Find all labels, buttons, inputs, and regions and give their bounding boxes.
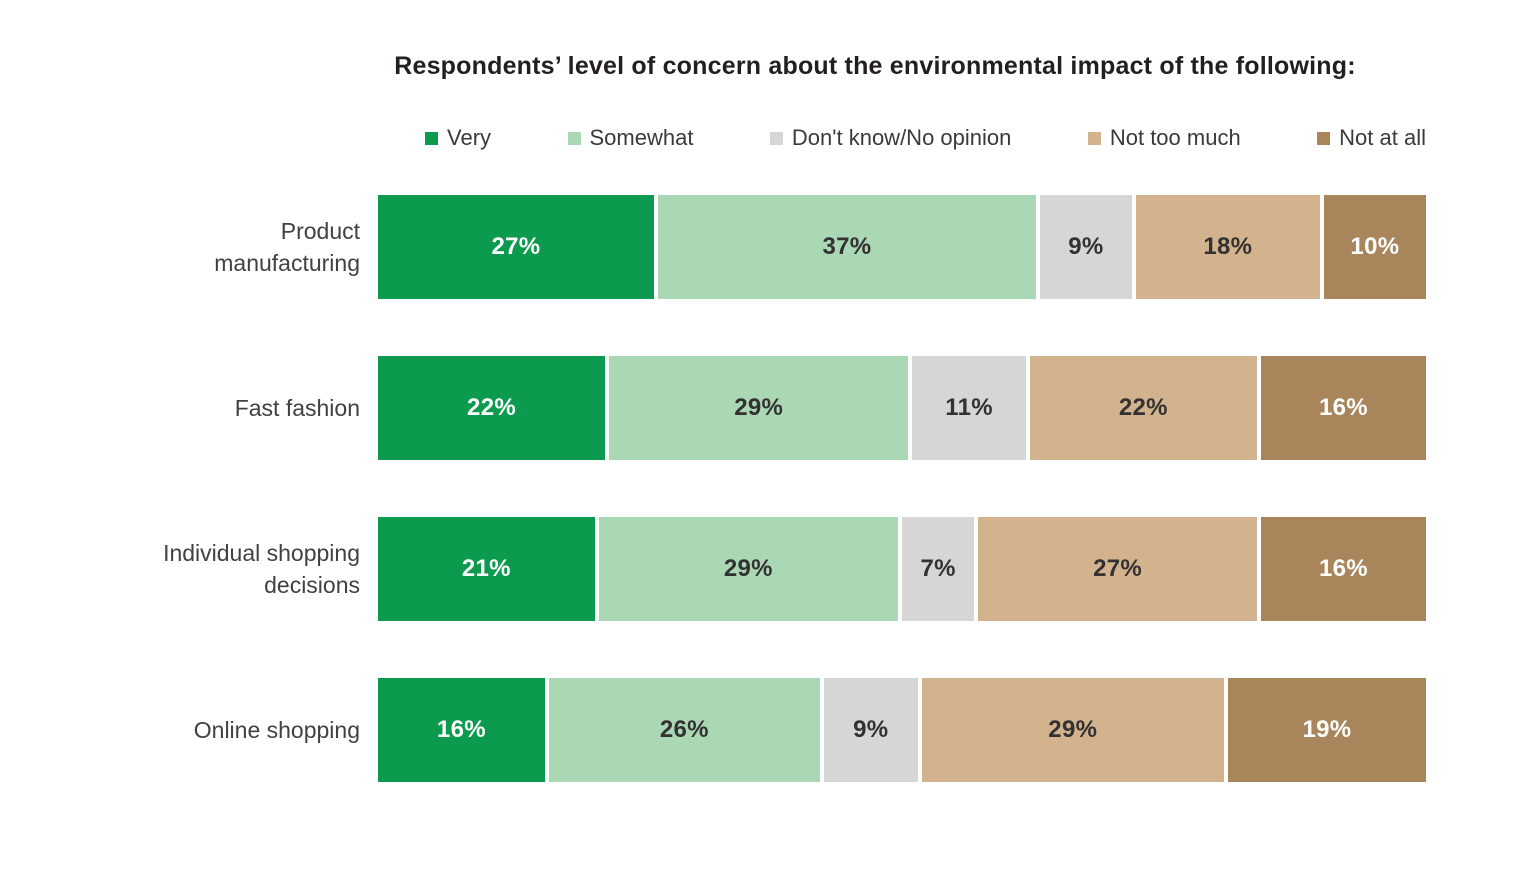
bar-segment: 11% xyxy=(912,356,1026,460)
bar-segment-value: 11% xyxy=(945,394,993,421)
bar-segment: 29% xyxy=(609,356,909,460)
legend-item: Somewhat xyxy=(567,125,694,151)
bar-segment-value: 16% xyxy=(1318,394,1368,421)
stacked-bar: 21% 29% 7% 27% 16% xyxy=(378,517,1426,621)
legend-swatch-icon xyxy=(1087,131,1101,145)
bar-segment: 7% xyxy=(902,517,975,621)
row-label: Product manufacturing xyxy=(214,217,360,276)
bar-segment-value: 27% xyxy=(1093,555,1143,582)
legend-item-label: Somewhat xyxy=(589,125,694,150)
bar-segment: 9% xyxy=(823,678,918,782)
bar-row: Product manufacturing 27% 37% 9% 18% 10% xyxy=(0,195,1426,299)
bar-row: Online shopping 16% 26% 9% 29% 19% xyxy=(0,678,1426,782)
bar-segment-value: 10% xyxy=(1350,233,1400,260)
bar-segment-value: 9% xyxy=(853,716,889,743)
stacked-bar: 27% 37% 9% 18% 10% xyxy=(378,195,1426,299)
bar-segment: 37% xyxy=(657,195,1036,299)
bar-segment: 26% xyxy=(548,678,820,782)
bar-segment-value: 7% xyxy=(920,555,956,582)
legend-swatch-icon xyxy=(1317,131,1331,145)
bar-segment: 16% xyxy=(1260,356,1427,460)
legend-item-label: Not too much xyxy=(1109,125,1241,150)
bar-segment-value: 16% xyxy=(1318,555,1368,582)
bar-segment: 22% xyxy=(1029,356,1257,460)
bar-segment: 10% xyxy=(1323,195,1426,299)
bar-segment: 18% xyxy=(1135,195,1320,299)
legend-item: Not at all xyxy=(1317,125,1426,151)
chart-title: Respondents’ level of concern about the … xyxy=(394,52,1356,80)
bar-segment: 27% xyxy=(378,195,654,299)
bar-row: Individual shopping decisions 21% 29% 7% 27% 1… xyxy=(0,517,1426,621)
legend-item-label: Don't know/No opinion xyxy=(791,125,1012,150)
bar-segment: 16% xyxy=(1260,517,1426,621)
bar-segment-value: 19% xyxy=(1302,716,1352,743)
bar-segment-value: 29% xyxy=(1048,716,1098,743)
bar-segment: 21% xyxy=(378,517,595,621)
legend-swatch-icon xyxy=(769,131,783,145)
bar-segment: 16% xyxy=(378,678,545,782)
bar-segment: 29% xyxy=(598,517,898,621)
legend-item: Don't know/No opinion xyxy=(769,125,1012,151)
legend-item: Not too much xyxy=(1087,125,1241,151)
bar-segment-value: 27% xyxy=(491,233,541,260)
bar-segment-value: 29% xyxy=(723,555,773,582)
bar-segment-value: 21% xyxy=(461,555,511,582)
bar-segment: 19% xyxy=(1227,678,1426,782)
bar-segment: 22% xyxy=(378,356,606,460)
row-label: Fast fashion xyxy=(234,394,360,421)
bar-segment: 29% xyxy=(921,678,1224,782)
legend-item-label: Very xyxy=(447,125,492,150)
bar-segment-value: 37% xyxy=(822,233,872,260)
row-label: Online shopping xyxy=(193,716,360,743)
bar-segment: 9% xyxy=(1039,195,1132,299)
legend-swatch-icon xyxy=(425,131,438,145)
stacked-bar: 22% 29% 11% 22% 16% xyxy=(378,356,1427,460)
bar-segment-value: 18% xyxy=(1203,233,1253,260)
bar-segment-value: 22% xyxy=(1118,394,1168,421)
legend-item: Very xyxy=(425,125,491,151)
bar-segment-value: 22% xyxy=(467,394,516,421)
bar-segment-value: 9% xyxy=(1068,233,1104,260)
row-label: Individual shopping decisions xyxy=(163,539,360,598)
legend: Very Somewhat Don't know/No opinion Not too… xyxy=(425,125,1426,151)
bar-segment-value: 26% xyxy=(659,716,709,743)
stacked-bar: 16% 26% 9% 29% 19% xyxy=(378,678,1426,782)
bar-row: Fast fashion 22% 29% 11% 22% 16% xyxy=(0,356,1427,460)
bar-segment: 27% xyxy=(978,517,1257,621)
bar-segment-value: 29% xyxy=(734,394,784,421)
legend-item-label: Not at all xyxy=(1339,125,1426,150)
bar-rows: Product manufacturing 27% 37% 9% 18% 10% Fast f… xyxy=(0,195,1427,782)
legend-swatch-icon xyxy=(567,131,581,145)
bar-segment-value: 16% xyxy=(436,716,486,743)
